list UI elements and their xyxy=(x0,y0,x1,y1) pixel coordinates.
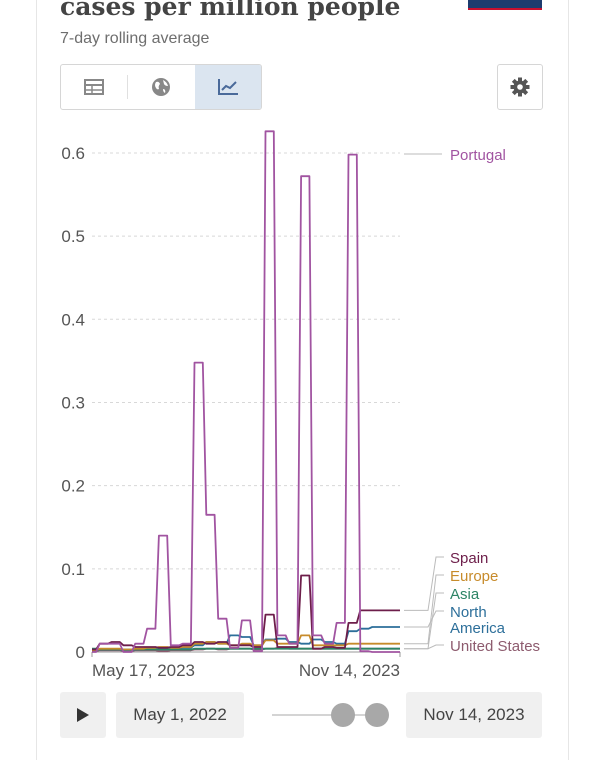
legend-label-portugal: Portugal xyxy=(450,147,506,164)
play-icon xyxy=(77,708,89,722)
timeline-end-handle[interactable] xyxy=(365,703,389,727)
series-line-portugal xyxy=(92,130,400,653)
legend-connector xyxy=(404,574,444,645)
timeline-start-handle[interactable] xyxy=(331,703,355,727)
settings-button[interactable] xyxy=(497,64,543,110)
line-chart-icon xyxy=(217,79,238,95)
legend-label-north-america: North xyxy=(450,604,487,621)
legend-connector xyxy=(404,556,444,611)
y-tick-label: 0.5 xyxy=(61,227,85,246)
table-icon xyxy=(84,79,105,95)
y-tick-label: 0.1 xyxy=(61,560,85,579)
start-date-button[interactable]: May 1, 2022 xyxy=(116,692,244,738)
play-button[interactable] xyxy=(60,692,106,738)
chart-card xyxy=(36,0,569,760)
timeline-track[interactable] xyxy=(272,714,380,716)
tab-chart[interactable] xyxy=(194,65,261,109)
series-line-europe xyxy=(92,634,400,652)
x-tick-label: Nov 14, 2023 xyxy=(299,661,400,680)
x-tick-label: May 17, 2023 xyxy=(92,661,195,680)
legend-label-north-america: America xyxy=(450,620,506,637)
legend-label-asia: Asia xyxy=(450,586,480,603)
tab-map[interactable] xyxy=(128,65,194,109)
legend-connector xyxy=(404,592,444,650)
legend-connector xyxy=(404,610,444,628)
y-tick-label: 0.4 xyxy=(61,310,85,329)
legend-label-europe: Europe xyxy=(450,568,498,585)
legend-connector xyxy=(404,644,444,650)
y-tick-label: 0 xyxy=(76,643,85,662)
globe-icon xyxy=(152,78,171,96)
logo-flag-icon xyxy=(468,0,542,10)
y-tick-label: 0.3 xyxy=(61,393,85,412)
tab-table[interactable] xyxy=(61,75,129,99)
view-tabs xyxy=(60,64,262,110)
chart-title: cases per million people xyxy=(60,0,401,21)
y-tick-label: 0.6 xyxy=(61,144,85,163)
gear-icon xyxy=(510,77,530,97)
y-tick-label: 0.2 xyxy=(61,477,85,496)
legend-label-united-states: United States xyxy=(450,638,540,655)
line-chart: 0 0.1 0.2 0.3 0.4 0.5 0.6 May 17, 2023 Nov 14, 2… xyxy=(61,130,540,680)
legend-label-spain: Spain xyxy=(450,550,488,567)
series-line-spain xyxy=(92,574,400,651)
chart-subtitle: 7-day rolling average xyxy=(60,30,210,47)
end-date-button[interactable]: Nov 14, 2023 xyxy=(406,692,542,738)
